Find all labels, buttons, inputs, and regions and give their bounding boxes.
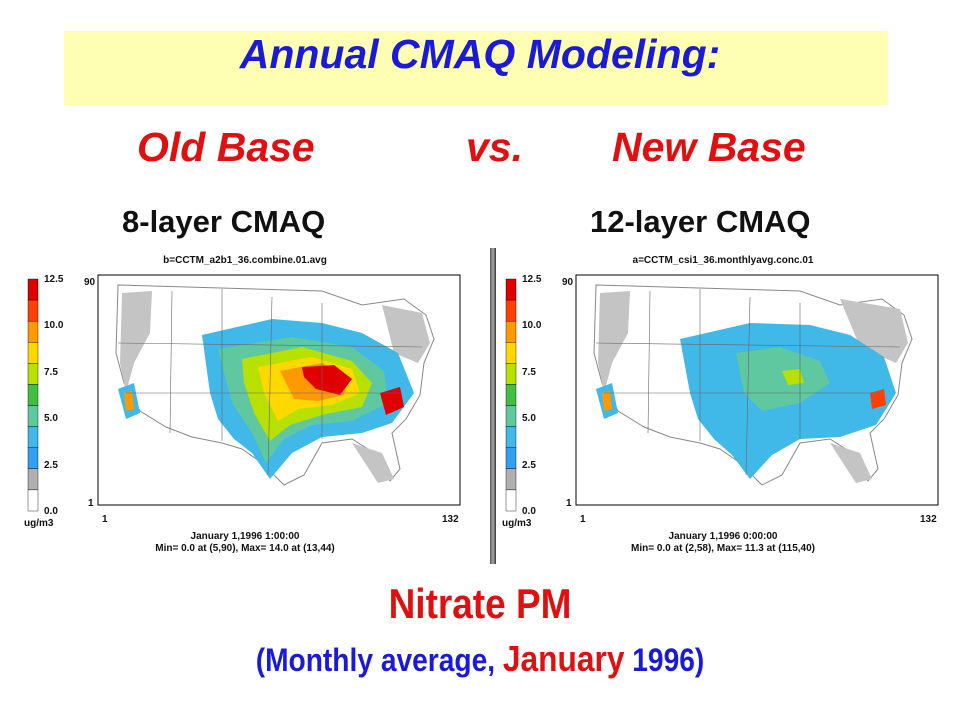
colorbar-tick-label: 12.5 (44, 274, 64, 285)
compare-left-label: Old Base (137, 124, 315, 170)
colorbar-tick-label: 2.5 (44, 459, 58, 471)
compare-vs-label: vs. (466, 124, 523, 170)
colorbar-tick-label: 0.0 (522, 506, 536, 517)
colorbar-tick-label: 7.5 (522, 366, 536, 378)
colorbar-swatch (505, 489, 517, 512)
subtitle-pre: (Monthly average, (255, 642, 503, 678)
right-run-label: a=CCTM_csi1_36.monthlyavg.conc.01 (632, 255, 814, 266)
colorbar-swatch (27, 278, 39, 301)
subtitle-month: January (502, 638, 625, 679)
right-map-graphic (505, 274, 939, 512)
colorbar-swatch (27, 299, 39, 322)
left-date: January 1,1996 1:00:00 (190, 531, 300, 542)
colorbar-swatch (27, 489, 39, 512)
title-banner (64, 31, 888, 105)
left-layer-label: 8-layer CMAQ (122, 204, 326, 239)
colorbar-tick-label: 10.0 (522, 320, 542, 332)
colorbar-swatch (27, 426, 39, 448)
right-unit-label: ug/m3 (502, 518, 532, 529)
subtitle-main: Nitrate PM (388, 580, 572, 627)
colorbar-swatch (27, 447, 39, 470)
colorbar-swatch (505, 363, 517, 385)
colorbar-tick-label: 5.0 (44, 413, 58, 425)
right-layer-label: 12-layer CMAQ (590, 204, 811, 239)
colorbar-tick-label: 10.0 (44, 320, 64, 332)
colorbar-swatch (505, 299, 517, 322)
colorbar-swatch (27, 320, 39, 343)
colorbar-tick-label: 12.5 (522, 274, 542, 285)
colorbar-swatch (505, 426, 517, 448)
compare-right-label: New Base (612, 124, 806, 170)
colorbar-tick-label: 2.5 (522, 459, 536, 471)
colorbar-swatch (505, 342, 517, 364)
right-stats: Min= 0.0 at (2,58), Max= 11.3 at (115,40… (631, 543, 815, 554)
left-map-panel: b=CCTM_a2b1_36.combine.01.avg 90 1 1 132… (22, 243, 468, 565)
colorbar-tick-label: 0.0 (44, 506, 58, 517)
colorbar-swatch (505, 405, 517, 427)
right-y-top: 90 (562, 277, 574, 288)
right-colorbar (505, 278, 517, 512)
right-date: January 1,1996 0:00:00 (668, 531, 778, 542)
right-map-panel: a=CCTM_csi1_36.monthlyavg.conc.01 90 1 1… (500, 243, 946, 565)
left-run-label: b=CCTM_a2b1_36.combine.01.avg (163, 255, 327, 266)
right-y-bottom: 1 (566, 498, 572, 509)
left-x-left: 1 (102, 514, 108, 525)
left-x-right: 132 (442, 514, 459, 525)
left-stats: Min= 0.0 at (5,90), Max= 14.0 at (13,44) (155, 543, 335, 554)
colorbar-swatch (27, 342, 39, 364)
colorbar-swatch (505, 447, 517, 470)
colorbar-tick-label: 7.5 (44, 366, 58, 378)
left-colorbar (27, 278, 39, 512)
left-y-bottom: 1 (88, 498, 94, 509)
slide-title: Annual CMAQ Modeling: (239, 31, 721, 77)
right-x-left: 1 (580, 514, 586, 525)
left-map-graphic (27, 274, 461, 512)
colorbar-swatch (505, 468, 517, 491)
colorbar-swatch (505, 320, 517, 343)
colorbar-swatch (27, 384, 39, 406)
colorbar-tick-label: 5.0 (522, 413, 536, 425)
subtitle-sub: (Monthly average, January 1996) (58, 641, 903, 677)
colorbar-swatch (27, 405, 39, 427)
subtitle-post: 1996) (624, 642, 705, 678)
left-unit-label: ug/m3 (24, 518, 54, 529)
panel-divider (490, 248, 496, 564)
colorbar-swatch (27, 468, 39, 491)
left-y-top: 90 (84, 277, 96, 288)
colorbar-swatch (505, 278, 517, 301)
colorbar-swatch (27, 363, 39, 385)
right-x-right: 132 (920, 514, 937, 525)
colorbar-swatch (505, 384, 517, 406)
